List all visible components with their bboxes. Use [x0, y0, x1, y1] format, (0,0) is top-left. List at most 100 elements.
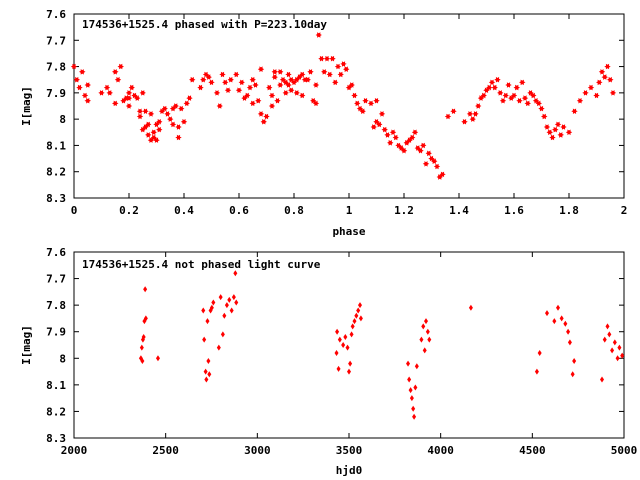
- unphased-data-point: [220, 331, 225, 338]
- unphased-x-tick-label: 5000: [611, 444, 638, 457]
- phased-y-tick-label: 7.7: [46, 34, 66, 47]
- phased-data-point: [417, 147, 424, 154]
- unphased-y-tick-label: 8.1: [46, 379, 66, 392]
- phased-x-tick-label: 0: [71, 204, 78, 217]
- phased-data-point: [607, 76, 614, 83]
- unphased-data-point: [201, 307, 206, 314]
- unphased-data-point: [424, 318, 428, 325]
- phased-data-point: [609, 90, 617, 96]
- unphased-data-point: [408, 387, 413, 394]
- unphased-data-point: [427, 336, 432, 343]
- phased-data-point: [425, 150, 432, 157]
- phased-data-point: [549, 134, 556, 141]
- phased-data-point: [172, 103, 179, 109]
- phased-data-point: [433, 163, 441, 170]
- phased-data-point: [263, 113, 270, 120]
- phased-data-point: [480, 92, 487, 99]
- phased-data-point: [582, 90, 589, 96]
- phased-data-point: [156, 126, 163, 133]
- phased-data-point: [222, 79, 229, 86]
- phased-data-point: [277, 69, 284, 75]
- phased-data-point: [373, 98, 380, 104]
- phased-data-point: [494, 76, 501, 83]
- phased-x-axis-label: phase: [332, 225, 365, 238]
- phased-data-point: [98, 90, 105, 96]
- unphased-data-point: [559, 315, 564, 322]
- phased-data-point: [530, 92, 537, 99]
- unphased-data-point: [224, 302, 229, 309]
- unphased-data-point: [468, 304, 473, 311]
- phased-data-point: [502, 92, 509, 99]
- phased-data-point: [139, 126, 146, 133]
- phased-data-point: [128, 84, 135, 91]
- phased-x-tick-label: 0.4: [174, 204, 194, 217]
- unphased-data-point: [352, 318, 357, 325]
- phased-data-point: [351, 92, 358, 99]
- unphased-data-point: [354, 312, 359, 319]
- phased-x-tick-label: 0.8: [284, 204, 304, 217]
- phased-data-point: [120, 98, 127, 104]
- phased-data-point: [293, 90, 300, 96]
- phased-data-point: [142, 108, 149, 114]
- phased-data-point: [235, 87, 243, 93]
- phased-data-point: [312, 100, 320, 107]
- unphased-data-point: [534, 368, 539, 375]
- unphased-data-point: [231, 294, 236, 301]
- phased-x-tick-label: 0.6: [229, 204, 249, 217]
- phased-data-point: [288, 87, 295, 93]
- phased-data-point: [576, 98, 584, 104]
- unphased-data-point: [209, 304, 214, 311]
- phased-data-point: [483, 87, 490, 93]
- unphased-x-tick-label: 3000: [244, 444, 271, 457]
- unphased-data-point: [205, 318, 210, 325]
- phased-data-point: [461, 119, 468, 125]
- unphased-data-points: [138, 270, 625, 420]
- phased-data-point: [167, 116, 174, 122]
- phased-data-point: [409, 134, 416, 141]
- phased-data-point: [156, 119, 163, 125]
- unphased-data-point: [407, 376, 412, 383]
- phased-data-point: [604, 63, 611, 70]
- phased-data-point: [307, 69, 314, 75]
- phased-data-point: [524, 100, 531, 107]
- unphased-data-point: [341, 342, 346, 348]
- phased-x-tick-label: 0.2: [119, 204, 139, 217]
- unphased-data-point: [222, 312, 227, 319]
- phased-data-point: [81, 92, 89, 99]
- unphased-data-point: [206, 357, 211, 364]
- phased-data-point: [431, 158, 438, 164]
- unphased-data-point: [216, 344, 221, 351]
- unphased-data-point: [143, 286, 148, 293]
- unphased-data-point: [347, 368, 351, 375]
- phased-data-point: [249, 76, 256, 83]
- phased-data-point: [541, 113, 548, 120]
- phased-data-point: [587, 84, 595, 91]
- unphased-data-point: [545, 310, 549, 317]
- phased-data-point: [150, 129, 157, 136]
- phased-data-point: [131, 92, 138, 99]
- phased-data-point: [552, 126, 559, 133]
- phased-data-point: [329, 55, 336, 62]
- phased-data-point: [348, 82, 355, 88]
- unphased-data-point: [356, 307, 361, 314]
- phased-data-point: [406, 137, 413, 143]
- phased-data-point: [216, 103, 223, 109]
- unphased-data-point: [414, 363, 419, 370]
- phased-x-tick-label: 1.4: [449, 204, 469, 217]
- phased-data-point: [345, 84, 353, 91]
- phased-light-curve-panel: 174536+1525.4 phased with P=223.10day ph…: [20, 8, 627, 238]
- unphased-data-point: [233, 270, 238, 277]
- phased-data-point: [469, 116, 476, 122]
- phased-data-point: [175, 124, 182, 130]
- phased-data-point: [593, 92, 600, 99]
- phased-data-point: [266, 84, 273, 91]
- unphased-data-point: [227, 296, 232, 303]
- phased-data-point: [560, 124, 567, 130]
- unphased-y-tick-label: 7.7: [46, 273, 66, 286]
- phased-x-tick-label: 1.8: [559, 204, 579, 217]
- phased-data-point: [527, 90, 534, 96]
- phased-data-point: [373, 119, 380, 125]
- phased-y-axis-label: I[mag]: [20, 86, 33, 126]
- phased-data-point: [354, 100, 361, 107]
- unphased-data-point: [422, 347, 427, 354]
